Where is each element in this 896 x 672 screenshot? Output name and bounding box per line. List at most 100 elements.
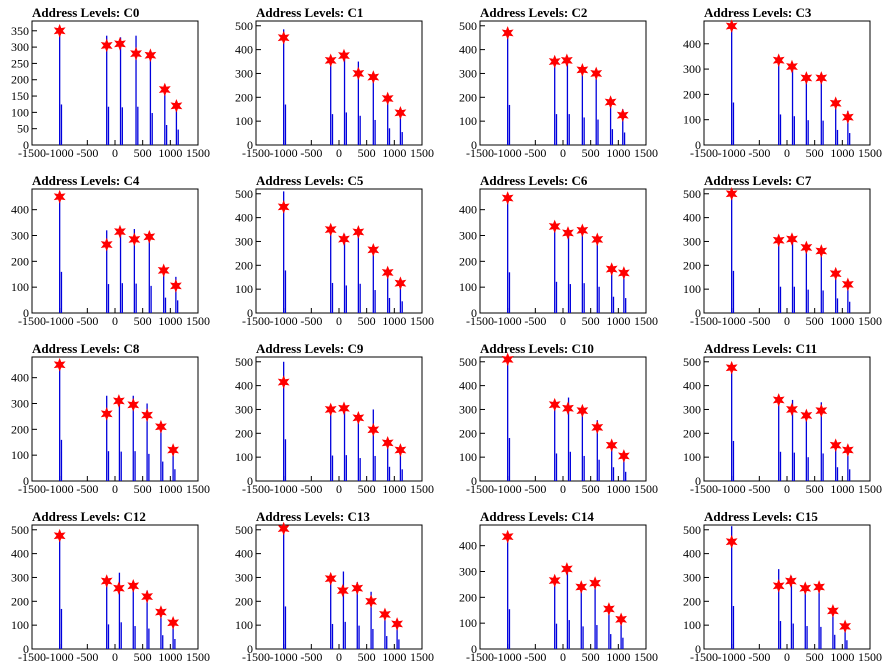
y-tick-label: 200: [459, 426, 477, 440]
star-icon: [167, 443, 180, 457]
x-tick-label: -1500: [18, 314, 46, 328]
star-icon: [839, 619, 852, 634]
y-tick-label: 350: [11, 24, 29, 38]
x-tick-label: 0: [560, 146, 566, 160]
x-tick-label: 500: [358, 146, 376, 160]
star-icon: [144, 48, 157, 63]
y-tick-label: 400: [11, 371, 29, 385]
y-tick-label: 300: [459, 229, 477, 243]
x-tick-label: 1000: [158, 146, 182, 160]
x-tick-label: 1000: [830, 314, 854, 328]
y-tick-label: 300: [235, 402, 253, 416]
chart-svg: Address Levels: C3 0 100 200 300 400 -1500 -100…: [683, 5, 882, 160]
star-icon: [576, 223, 589, 238]
x-tick-label: 1000: [830, 482, 854, 496]
x-tick-label: -1500: [18, 650, 46, 664]
y-tick-label: 300: [683, 234, 701, 248]
chart-title: Address Levels: C13: [256, 509, 370, 524]
y-tick-label: 100: [683, 282, 701, 296]
x-tick-label: -1000: [494, 146, 522, 160]
x-tick-label: -500: [300, 146, 322, 160]
x-tick-label: 1000: [158, 314, 182, 328]
x-tick-label: 0: [112, 482, 118, 496]
star-icon: [53, 357, 66, 372]
star-icon: [367, 422, 380, 437]
star-icon: [352, 225, 365, 239]
y-tick-label: 300: [683, 62, 701, 76]
plot-frame: [31, 188, 199, 314]
star-icon: [772, 233, 785, 248]
star-icon: [725, 360, 738, 375]
chart-svg: Address Levels: C8 0 100 200 300 400 -1500 -100…: [11, 341, 210, 496]
star-icon: [591, 420, 604, 435]
x-tick-label: 0: [336, 650, 342, 664]
x-tick-label: 1000: [382, 482, 406, 496]
x-tick-label: 1500: [410, 146, 434, 160]
x-tick-label: 1500: [410, 650, 434, 664]
plot-frame: [703, 188, 871, 314]
chart-title: Address Levels: C0: [32, 5, 139, 20]
chart-panel: Address Levels: C11 0 100 200 300 400 500 -1500…: [672, 336, 896, 504]
chart-panel: Address Levels: C12 0 100 200 300 400 500 -1500…: [0, 504, 224, 672]
star-icon: [277, 521, 290, 536]
star-icon: [576, 63, 589, 77]
star-icon: [157, 263, 170, 278]
chart-svg: Address Levels: C14 0 100 200 300 400 -1500 -10…: [459, 509, 658, 664]
chart-svg: Address Levels: C10100200300400500-1500-…: [235, 5, 434, 160]
x-tick-label: -500: [524, 314, 546, 328]
y-tick-label: 300: [235, 570, 253, 584]
star-icon: [277, 375, 290, 389]
star-icon: [170, 99, 183, 113]
chart-svg: Address Levels: C11 0 100 200 300 400 500 -1500…: [683, 341, 882, 496]
star-icon: [338, 48, 350, 63]
x-tick-label: 1500: [634, 314, 658, 328]
x-tick-label: 1000: [158, 650, 182, 664]
star-icon: [616, 108, 629, 123]
star-icon: [815, 403, 828, 418]
x-tick-label: -500: [524, 482, 546, 496]
y-tick-label: 400: [235, 43, 253, 57]
x-tick-label: 1500: [186, 146, 210, 160]
chart-title: Address Levels: C3: [704, 5, 812, 20]
star-icon: [617, 266, 630, 280]
y-tick-label: 100: [235, 282, 253, 296]
y-tick-label: 0: [695, 642, 701, 656]
x-tick-label: 500: [134, 650, 152, 664]
x-tick-label: 1500: [634, 146, 658, 160]
chart-title: Address Levels: C5: [256, 173, 364, 188]
x-tick-label: 1000: [382, 146, 406, 160]
x-tick-label: 500: [582, 314, 600, 328]
x-tick-label: -1500: [242, 146, 270, 160]
y-tick-label: 200: [235, 594, 253, 608]
x-tick-label: 500: [358, 650, 376, 664]
star-icon: [501, 529, 514, 544]
star-icon: [591, 232, 604, 247]
y-tick-label: 100: [683, 618, 701, 632]
x-tick-label: 1000: [830, 650, 854, 664]
y-tick-label: 400: [683, 379, 701, 393]
chart-title: Address Levels: C2: [480, 5, 587, 20]
star-icon: [841, 443, 854, 457]
chart-svg: Address Levels: C50100200300400500-1500-…: [235, 173, 434, 328]
star-icon: [603, 602, 615, 616]
x-tick-label: 1500: [410, 314, 434, 328]
x-tick-label: 0: [112, 314, 118, 328]
x-tick-label: 1500: [186, 482, 210, 496]
star-icon: [548, 219, 561, 234]
y-tick-label: 300: [11, 570, 29, 584]
y-tick-label: 300: [683, 570, 701, 584]
chart-svg: Address Levels: C15 0 100 200 300 400 500 -1500…: [683, 509, 882, 664]
y-tick-label: 200: [683, 258, 701, 272]
y-tick-label: 300: [459, 66, 477, 80]
x-tick-label: 0: [784, 482, 790, 496]
star-icon: [352, 66, 365, 81]
plot-frame: [703, 20, 871, 146]
chart-svg: Address Levels: C20100200300400500-1500-…: [459, 5, 658, 160]
x-tick-label: -1500: [690, 146, 718, 160]
x-tick-label: -500: [748, 650, 770, 664]
x-tick-label: -1000: [270, 146, 298, 160]
y-tick-label: 200: [235, 258, 253, 272]
chart-title: Address Levels: C1: [256, 5, 363, 20]
chart-svg: Address Levels: C6 0 100 200 300 400 -1500 -100…: [459, 173, 658, 328]
